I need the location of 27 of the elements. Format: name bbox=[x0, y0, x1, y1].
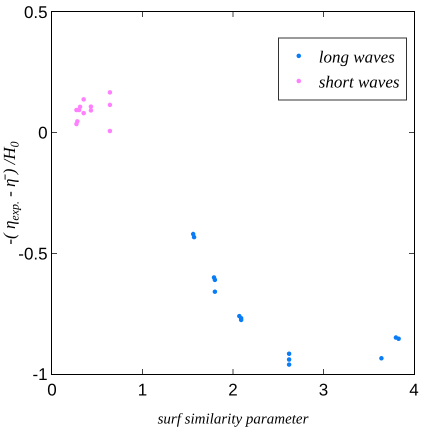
point bbox=[286, 357, 292, 362]
point bbox=[81, 97, 86, 102]
legend-label: short waves bbox=[318, 72, 400, 92]
y-tick-label: -0.5 bbox=[18, 244, 48, 264]
x-tick-label: 3 bbox=[318, 380, 328, 400]
point bbox=[212, 289, 218, 294]
point bbox=[286, 362, 292, 367]
point bbox=[108, 128, 112, 134]
point bbox=[88, 104, 94, 109]
y-tick-label: 0.5 bbox=[24, 2, 48, 22]
point bbox=[108, 102, 112, 108]
point bbox=[286, 351, 292, 356]
legend-label: long waves bbox=[318, 48, 396, 67]
point bbox=[108, 90, 112, 95]
point bbox=[379, 356, 384, 361]
y-tick-label: 0 bbox=[38, 124, 48, 143]
point bbox=[212, 278, 218, 282]
point bbox=[74, 122, 79, 126]
point bbox=[88, 108, 94, 113]
point bbox=[81, 110, 86, 116]
x-tick-label: 2 bbox=[228, 380, 238, 400]
x-axis-title: surf similarity parameter bbox=[158, 411, 309, 428]
x-tick-label: 1 bbox=[138, 380, 148, 400]
point bbox=[396, 336, 401, 342]
point bbox=[192, 234, 196, 240]
x-tick-label: 4 bbox=[409, 380, 419, 400]
y-tick-label: -1 bbox=[32, 364, 48, 384]
